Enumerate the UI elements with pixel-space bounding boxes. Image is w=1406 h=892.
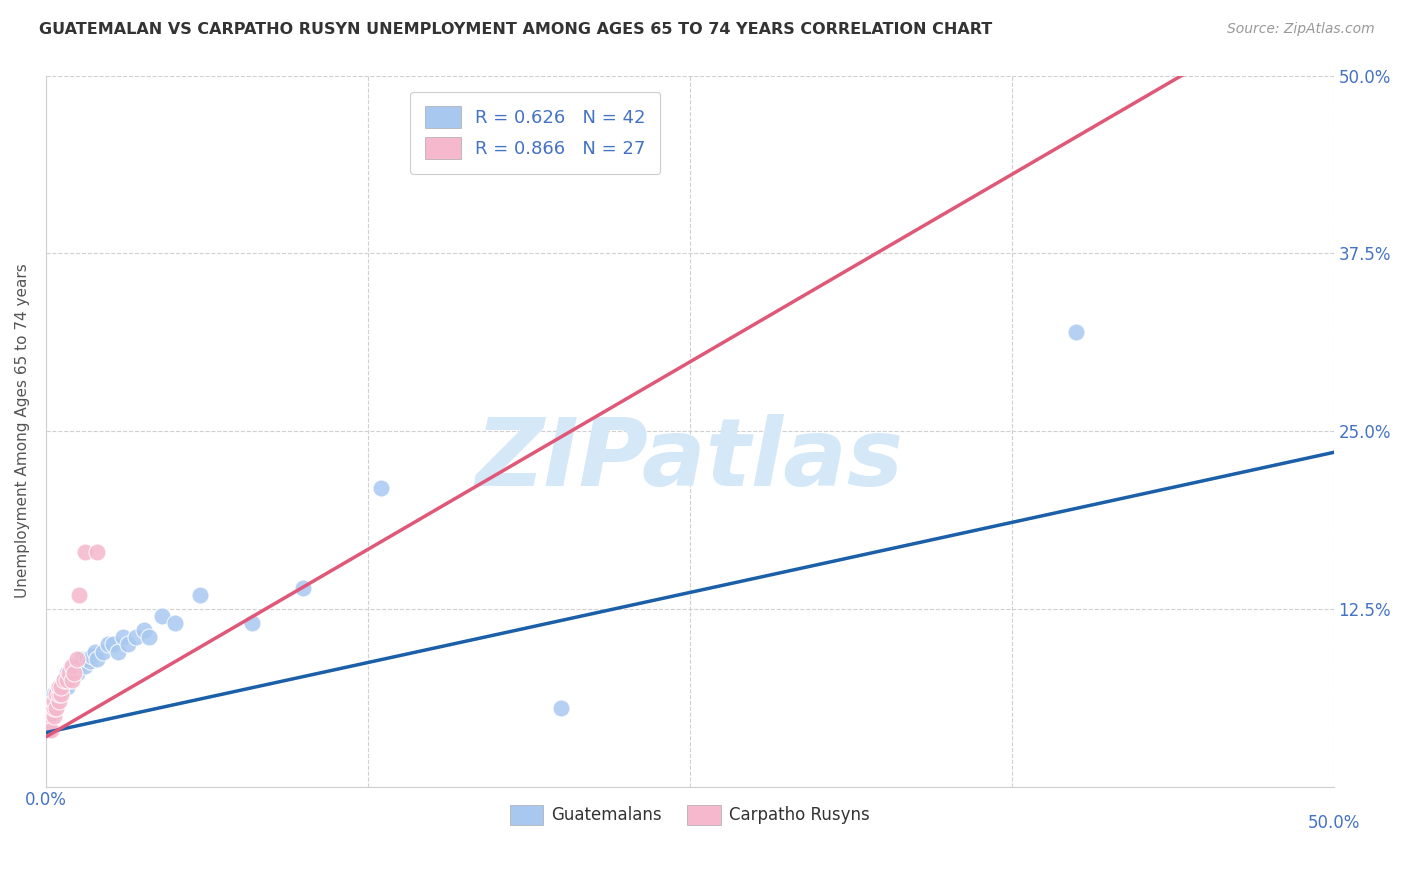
Point — [48, 694, 70, 708]
Point — [73, 545, 96, 559]
Legend: Guatemalans, Carpatho Rusyns: Guatemalans, Carpatho Rusyns — [503, 798, 876, 831]
Point — [55, 673, 77, 687]
Point — [83, 644, 105, 658]
Point — [132, 623, 155, 637]
Point — [60, 665, 83, 680]
Text: GUATEMALAN VS CARPATHO RUSYN UNEMPLOYMENT AMONG AGES 65 TO 74 YEARS CORRELATION : GUATEMALAN VS CARPATHO RUSYN UNEMPLOYMEN… — [39, 22, 993, 37]
Point — [63, 658, 86, 673]
Point — [58, 673, 80, 687]
Point — [53, 673, 76, 687]
Point — [48, 680, 70, 694]
Point — [51, 687, 73, 701]
Point — [39, 694, 62, 708]
Text: ZIPatlas: ZIPatlas — [475, 414, 904, 506]
Point — [138, 630, 160, 644]
Point — [370, 481, 392, 495]
Point — [73, 658, 96, 673]
Point — [76, 651, 98, 665]
Point — [125, 630, 148, 644]
Point — [39, 708, 62, 723]
Point — [38, 723, 60, 737]
Point — [82, 648, 104, 663]
Point — [240, 616, 263, 631]
Point — [66, 665, 89, 680]
Point — [51, 687, 73, 701]
Point — [39, 723, 62, 737]
Point — [69, 588, 91, 602]
Point — [42, 701, 65, 715]
Point — [550, 701, 572, 715]
Point — [79, 655, 101, 669]
Point — [150, 609, 173, 624]
Point — [39, 701, 62, 715]
Point — [38, 708, 60, 723]
Point — [42, 694, 65, 708]
Point — [48, 687, 70, 701]
Point — [48, 680, 70, 694]
Text: 50.0%: 50.0% — [1308, 814, 1360, 832]
Point — [66, 651, 89, 665]
Point — [1064, 325, 1087, 339]
Point — [86, 651, 108, 665]
Point — [48, 687, 70, 701]
Point — [53, 673, 76, 687]
Point — [163, 616, 186, 631]
Point — [70, 651, 93, 665]
Point — [91, 644, 114, 658]
Point — [69, 658, 91, 673]
Point — [42, 708, 65, 723]
Point — [60, 658, 83, 673]
Point — [42, 701, 65, 715]
Point — [86, 545, 108, 559]
Point — [107, 644, 129, 658]
Point — [112, 630, 135, 644]
Y-axis label: Unemployment Among Ages 65 to 74 years: Unemployment Among Ages 65 to 74 years — [15, 264, 30, 599]
Text: Source: ZipAtlas.com: Source: ZipAtlas.com — [1227, 22, 1375, 37]
Point — [292, 581, 315, 595]
Point — [55, 665, 77, 680]
Point — [63, 665, 86, 680]
Point — [51, 680, 73, 694]
Point — [60, 673, 83, 687]
Point — [101, 637, 124, 651]
Point — [45, 694, 67, 708]
Point — [117, 637, 139, 651]
Point — [97, 637, 120, 651]
Point — [45, 687, 67, 701]
Point — [1219, 40, 1241, 54]
Point — [42, 687, 65, 701]
Point — [58, 665, 80, 680]
Point — [53, 680, 76, 694]
Point — [38, 723, 60, 737]
Point — [45, 701, 67, 715]
Point — [190, 588, 212, 602]
Point — [55, 680, 77, 694]
